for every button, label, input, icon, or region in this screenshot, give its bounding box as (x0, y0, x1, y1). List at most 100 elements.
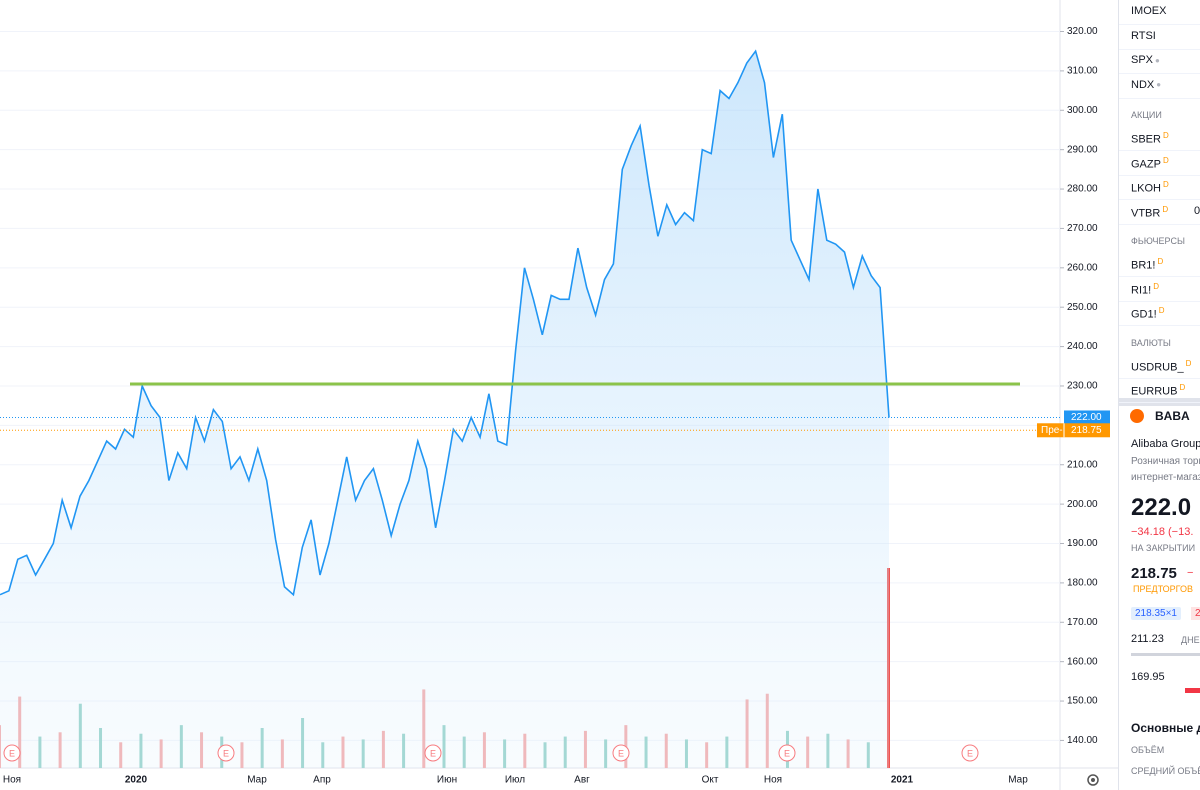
y-tick-label: 290.00 (1067, 144, 1098, 155)
y-tick-label: 240.00 (1067, 341, 1098, 352)
badge: D (1162, 131, 1169, 140)
pre-label: ПРЕДТОРГОВ (1133, 584, 1194, 594)
y-tick-label: 190.00 (1067, 538, 1098, 549)
x-tick-label: Июн (437, 775, 457, 786)
premarket-box (1037, 423, 1110, 438)
row-divider (1119, 325, 1200, 326)
range-bar (1131, 653, 1200, 656)
y-tick-label: 200.00 (1067, 499, 1098, 510)
detail-desc: интернет-магаз (1131, 472, 1200, 483)
logo (1130, 409, 1144, 423)
earnings-marker (612, 744, 630, 762)
bid-chip: 218.35×1 (1131, 607, 1181, 620)
y-tick-label: 250.00 (1067, 302, 1098, 313)
badge: D (1153, 281, 1159, 291)
y-tick-label: 140.00 (1067, 735, 1098, 746)
row-divider (1119, 97, 1200, 99)
day-high: 211.23 (1131, 633, 1164, 645)
range-marker (1185, 688, 1200, 693)
row-divider (1119, 377, 1200, 379)
earnings-marker (3, 744, 21, 762)
x-tick-label: 2020 (125, 775, 148, 786)
detail-symbol: BABA (1155, 409, 1190, 423)
earnings-label: E (430, 748, 436, 758)
day-low: 169.95 (1131, 671, 1165, 683)
pre-change: − (1187, 567, 1194, 579)
pre-price: 218.75 (1131, 565, 1177, 582)
settings-icon[interactable] (1087, 774, 1099, 786)
row-divider (1119, 24, 1200, 25)
stat-label: СРЕДНИЙ ОБЪЁ (1131, 766, 1200, 776)
range-label: ДНЕВ (1181, 635, 1200, 645)
earnings-label: E (223, 748, 229, 758)
badge: D (1158, 306, 1165, 315)
watch-symbol[interactable]: NDX ● (1131, 78, 1162, 91)
earnings-marker (424, 744, 442, 762)
earnings-marker (961, 744, 979, 762)
row-divider (1119, 199, 1200, 200)
ask-chip: 2 (1191, 607, 1200, 620)
earnings-label: E (784, 748, 790, 758)
section-header: ФЬЮЧЕРСЫ (1131, 236, 1185, 246)
stat-label: ОБЪЁМ (1131, 745, 1165, 755)
watch-symbol[interactable]: EURRUB D (1131, 383, 1186, 398)
earnings-label: E (9, 748, 15, 758)
y-tick-label: 170.00 (1067, 617, 1098, 628)
row-divider (1119, 300, 1200, 302)
watch-symbol[interactable]: USDRUB_ D (1131, 358, 1192, 374)
detail-name: Alibaba Group H (1131, 438, 1200, 450)
last-price-label: 222.00 (1071, 412, 1102, 423)
y-tick-label: 280.00 (1067, 184, 1098, 195)
y-tick-label: 260.00 (1067, 262, 1098, 273)
row-divider (1119, 174, 1200, 176)
gear-center[interactable] (1091, 778, 1095, 782)
y-tick-label: 210.00 (1067, 459, 1098, 470)
sidebar: BABA Alibaba Group H Розничная торг инте… (1118, 0, 1200, 790)
y-tick-label: 300.00 (1067, 105, 1098, 116)
badge: D (1162, 155, 1169, 165)
x-tick-label: Мар (247, 775, 267, 786)
watch-symbol[interactable]: RTSI (1131, 29, 1156, 42)
x-tick-label: Ноя (3, 775, 21, 786)
badge: D (1162, 204, 1169, 214)
y-tick-label: 270.00 (1067, 223, 1098, 234)
premarket-label: 218.75 (1071, 425, 1102, 436)
last-price-box (1064, 410, 1110, 425)
x-tick-label: Ноя (764, 775, 782, 786)
row-divider (1119, 276, 1200, 277)
premarket-prefix: Пре- (1041, 425, 1063, 436)
x-tick-label: Апр (313, 775, 331, 786)
watch-symbol[interactable]: VTBR D (1131, 204, 1169, 220)
watch-symbol[interactable]: SPX ● (1131, 54, 1160, 66)
y-tick-label: 160.00 (1067, 656, 1098, 667)
watch-symbol[interactable]: GD1! D (1131, 306, 1165, 321)
watch-symbol[interactable]: IMOEX (1131, 5, 1167, 17)
row-divider (1119, 402, 1200, 403)
earnings-label: E (967, 748, 973, 758)
earnings-marker (217, 744, 235, 762)
detail-label: НА ЗАКРЫТИИ (1131, 543, 1196, 553)
y-tick-label: 180.00 (1067, 578, 1098, 589)
x-tick-label: Авг (574, 775, 590, 786)
watch-symbol[interactable]: GAZP D (1131, 155, 1169, 171)
watch-symbol[interactable]: RI1! D (1131, 281, 1159, 297)
x-tick-label: 2021 (891, 775, 914, 786)
x-tick-label: Мар (1008, 775, 1028, 786)
section-title: Основные дан (1131, 721, 1200, 735)
y-tick-label: 320.00 (1067, 26, 1098, 37)
detail-price: 222.0 (1131, 494, 1192, 521)
watch-symbol[interactable]: BR1! D (1131, 257, 1164, 272)
badge: D (1157, 257, 1164, 266)
x-tick-label: Июл (505, 775, 525, 786)
gear[interactable] (1087, 774, 1099, 786)
y-tick-label: 310.00 (1067, 66, 1098, 77)
area-fill (0, 51, 889, 768)
price-line (0, 49, 890, 597)
row-divider (1119, 48, 1200, 50)
watch-symbol[interactable]: SBER D (1131, 131, 1169, 146)
detail-change: −34.18 (−13. (1131, 526, 1194, 538)
watch-symbol[interactable]: LKOH D (1131, 180, 1169, 195)
row-divider (1119, 73, 1200, 74)
y-tick-label: 230.00 (1067, 381, 1098, 392)
badge: ● (1156, 80, 1162, 90)
